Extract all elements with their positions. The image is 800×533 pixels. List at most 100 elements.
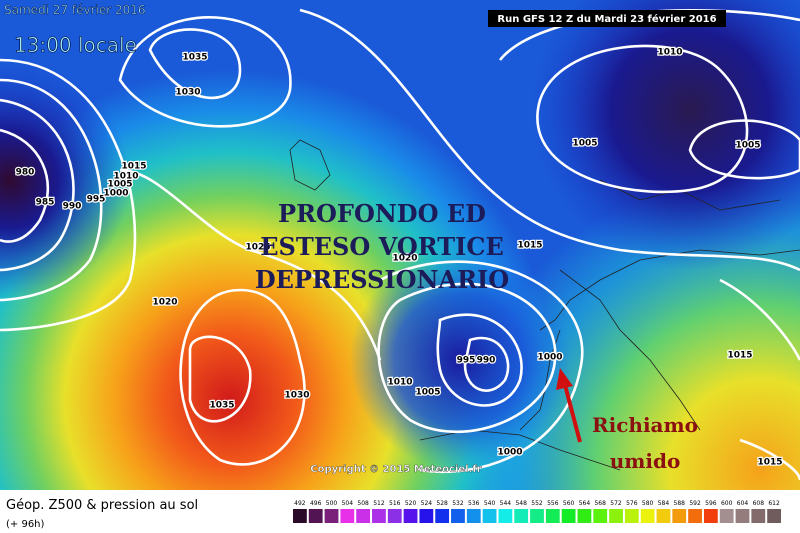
scale-swatch xyxy=(593,509,608,523)
scale-label: 604 xyxy=(737,500,749,507)
scale-swatch xyxy=(372,509,386,523)
isobars xyxy=(0,8,800,481)
scale-label: 520 xyxy=(405,500,417,507)
annotation: PROFONDO ED xyxy=(278,199,486,228)
scale-label: 576 xyxy=(626,500,638,507)
scale-label: 568 xyxy=(594,500,606,507)
isobar-label: 1015 xyxy=(517,241,542,251)
isobar-label: 1005 xyxy=(415,388,440,398)
scale-label: 536 xyxy=(468,500,480,507)
annotation: ESTESO VORTICE xyxy=(260,232,503,261)
scale-swatch xyxy=(609,509,623,523)
isobar-label: 1000 xyxy=(497,448,522,458)
scale-swatch xyxy=(735,509,750,523)
scale-label: 592 xyxy=(689,500,701,507)
scale-label: 500 xyxy=(326,500,338,507)
scale-swatch xyxy=(293,509,307,523)
scale-swatch xyxy=(451,509,465,523)
scale-swatch xyxy=(324,509,339,523)
arrow-label: umido xyxy=(610,449,681,473)
scale-label: 608 xyxy=(753,500,765,507)
isobar-label: 1030 xyxy=(284,391,309,401)
isobar-label: 990 xyxy=(63,202,82,212)
footer-title: Géop. Z500 & pression au sol xyxy=(6,498,198,513)
isobar-label: 995 xyxy=(457,356,476,366)
scale-label: 564 xyxy=(579,500,591,507)
scale-label: 516 xyxy=(389,500,401,507)
scale-label: 496 xyxy=(310,500,322,507)
scale-label: 588 xyxy=(674,500,686,507)
isobar-label: 1010 xyxy=(113,172,138,182)
isobar-label: 995 xyxy=(87,195,106,205)
scale-swatch xyxy=(435,509,450,523)
isobar-label: 1000 xyxy=(537,353,562,363)
isobar-label: 1010 xyxy=(657,48,682,58)
run-banner xyxy=(488,10,726,27)
scale-swatch xyxy=(530,509,544,523)
scale-swatch xyxy=(466,509,481,523)
scale-swatch xyxy=(688,509,702,523)
local-time: 13:00 locale xyxy=(14,33,137,57)
isobar-label: 1030 xyxy=(175,88,200,98)
scale-label: 532 xyxy=(452,500,464,507)
scale-swatch xyxy=(482,509,497,523)
isobar-label: 980 xyxy=(16,168,35,178)
scale-label: 552 xyxy=(531,500,543,507)
scale-label: 492 xyxy=(294,500,306,507)
scale-swatch xyxy=(640,509,655,523)
scale-label: 572 xyxy=(610,500,622,507)
scale-label: 560 xyxy=(563,500,575,507)
scale-swatch xyxy=(545,509,560,523)
isobar-label: 1005 xyxy=(735,141,760,151)
isobar-label: 1005 xyxy=(107,180,132,190)
isobar-label: 1025 xyxy=(245,243,270,253)
scale-swatch xyxy=(419,509,434,523)
isobar-label: 990 xyxy=(477,356,496,366)
scale-swatch xyxy=(719,509,734,523)
scale-label: 504 xyxy=(342,500,354,507)
scale-swatch xyxy=(561,509,576,523)
lead-time: (+ 96h) xyxy=(6,519,45,530)
scale-swatch xyxy=(403,509,418,523)
scale-swatch xyxy=(308,509,323,523)
scale-swatch xyxy=(498,509,513,523)
scale-swatch xyxy=(767,509,781,523)
isobar-label: 1020 xyxy=(152,298,177,308)
scale-swatch xyxy=(387,509,402,523)
scale-swatch xyxy=(340,509,355,523)
scale-swatch xyxy=(514,509,529,523)
scale-swatch xyxy=(656,509,671,523)
scale-label: 596 xyxy=(705,500,717,507)
isobar-label: 1015 xyxy=(121,162,146,172)
scale-swatch xyxy=(672,509,687,523)
isobar-label: 1005 xyxy=(572,139,597,149)
isobar-label: 1010 xyxy=(387,378,412,388)
scale-label: 612 xyxy=(768,500,780,507)
scale-label: 544 xyxy=(500,500,512,507)
scale-label: 584 xyxy=(658,500,670,507)
arrow-label: Richiamo xyxy=(592,413,698,437)
warm-advection-arrow xyxy=(556,368,582,443)
isobar-label: 1020 xyxy=(392,254,417,264)
scale-label: 600 xyxy=(721,500,733,507)
isobar-label: 1035 xyxy=(209,401,234,411)
scale-swatch xyxy=(624,509,639,523)
scale-label: 548 xyxy=(515,500,527,507)
scale-label: 528 xyxy=(436,500,448,507)
scale-label: 580 xyxy=(642,500,654,507)
annotation: DEPRESSIONARIO xyxy=(255,265,509,294)
isobar-label: 1035 xyxy=(182,53,207,63)
date: Samedi 27 février 2016 xyxy=(4,3,146,17)
scale-label: 540 xyxy=(484,500,496,507)
isobar-label: 1015 xyxy=(757,458,782,468)
scale-swatch xyxy=(703,509,718,523)
scale-swatch xyxy=(577,509,592,523)
scale-label: 508 xyxy=(357,500,369,507)
scale-label: 524 xyxy=(421,500,433,507)
scale-label: 556 xyxy=(547,500,559,507)
isobar-label: 1015 xyxy=(727,351,752,361)
scale-swatch xyxy=(356,509,371,523)
scale-label: 512 xyxy=(373,500,385,507)
isobar-label: 985 xyxy=(36,198,55,208)
